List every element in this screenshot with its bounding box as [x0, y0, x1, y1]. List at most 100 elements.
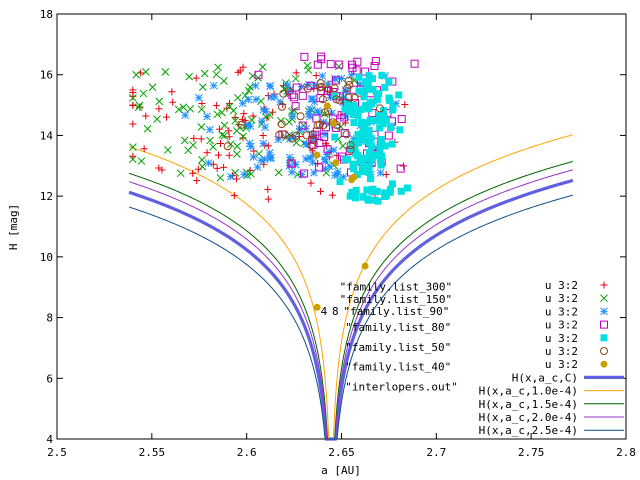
data-point	[348, 176, 356, 184]
data-point	[249, 153, 258, 161]
annotation-label: 4	[321, 305, 328, 318]
data-point	[376, 145, 384, 153]
data-point	[197, 105, 206, 114]
curve-line	[331, 160, 574, 440]
data-point	[176, 169, 185, 178]
data-point	[129, 102, 137, 110]
data-point	[373, 96, 381, 104]
data-point	[179, 103, 188, 112]
data-point	[364, 85, 372, 93]
data-point	[373, 117, 381, 125]
data-point	[246, 122, 255, 130]
data-point	[389, 103, 397, 111]
data-point	[140, 145, 148, 153]
data-point	[276, 98, 284, 106]
data-point	[330, 119, 338, 127]
data-point	[346, 145, 355, 154]
data-point	[325, 147, 334, 156]
data-point	[344, 76, 353, 85]
data-point	[135, 101, 144, 110]
data-point	[350, 102, 358, 110]
data-point	[291, 74, 300, 83]
data-point	[381, 189, 389, 197]
data-point	[328, 191, 336, 199]
data-point	[316, 79, 325, 88]
data-point	[247, 116, 256, 124]
data-point	[332, 159, 340, 167]
data-point	[334, 62, 343, 71]
data-point	[330, 84, 339, 93]
data-point	[203, 149, 211, 157]
data-point	[190, 134, 198, 142]
data-point	[184, 146, 193, 155]
data-point	[240, 170, 248, 179]
data-point	[320, 109, 329, 118]
data-point	[260, 160, 268, 168]
y-tick-label: 12	[40, 190, 53, 203]
y-axis-label: H [mag]	[7, 204, 20, 250]
x-tick-label: 2.7	[426, 446, 446, 459]
data-point	[368, 155, 376, 163]
data-point	[298, 121, 307, 130]
data-point	[142, 112, 150, 120]
data-point	[368, 100, 376, 108]
data-point	[308, 95, 317, 103]
data-point	[375, 90, 383, 98]
y-tick-label: 14	[40, 129, 54, 142]
data-point	[302, 131, 311, 140]
data-point	[364, 81, 372, 89]
data-point	[285, 161, 294, 170]
curve-line	[331, 194, 574, 440]
data-point	[358, 118, 366, 126]
annotation-label: "family.list_50"	[345, 341, 451, 354]
data-point	[288, 112, 297, 120]
data-point	[264, 195, 272, 203]
data-point	[338, 142, 347, 150]
data-point	[230, 192, 238, 200]
data-point	[198, 156, 206, 164]
data-point	[219, 77, 228, 85]
data-point	[320, 132, 329, 141]
data-point	[356, 157, 364, 165]
data-point	[323, 102, 331, 110]
data-point	[375, 152, 383, 160]
data-point	[153, 115, 161, 124]
data-point	[186, 104, 195, 113]
data-point	[354, 139, 362, 147]
data-point	[240, 110, 248, 118]
data-point	[388, 180, 396, 188]
annotation-label: "family.list_90"	[343, 305, 449, 318]
data-point	[205, 125, 214, 134]
data-point	[333, 170, 342, 179]
data-point	[343, 84, 352, 93]
data-point	[600, 307, 608, 316]
legend-label: u 3:2	[545, 319, 578, 332]
data-point	[143, 124, 152, 133]
data-point	[209, 143, 217, 151]
data-point	[317, 187, 325, 195]
data-point	[341, 105, 349, 113]
data-point	[323, 145, 332, 154]
data-point	[213, 110, 222, 119]
data-point	[370, 62, 379, 71]
data-point	[284, 87, 293, 96]
legend-label: u 3:2	[545, 279, 578, 292]
data-point	[303, 84, 312, 93]
data-point	[129, 152, 137, 160]
data-point	[220, 121, 229, 130]
data-point	[218, 131, 227, 139]
data-point	[216, 139, 224, 147]
data-point	[174, 105, 183, 114]
data-point	[382, 116, 390, 124]
data-point	[129, 92, 137, 100]
y-tick-label: 16	[40, 69, 53, 82]
curve-line	[128, 190, 332, 441]
data-point	[318, 72, 327, 80]
data-point	[306, 81, 315, 90]
data-point	[214, 151, 222, 159]
data-point	[363, 137, 371, 145]
data-point	[353, 171, 361, 179]
data-point	[267, 93, 275, 101]
data-point	[353, 109, 361, 117]
data-point	[155, 164, 163, 172]
